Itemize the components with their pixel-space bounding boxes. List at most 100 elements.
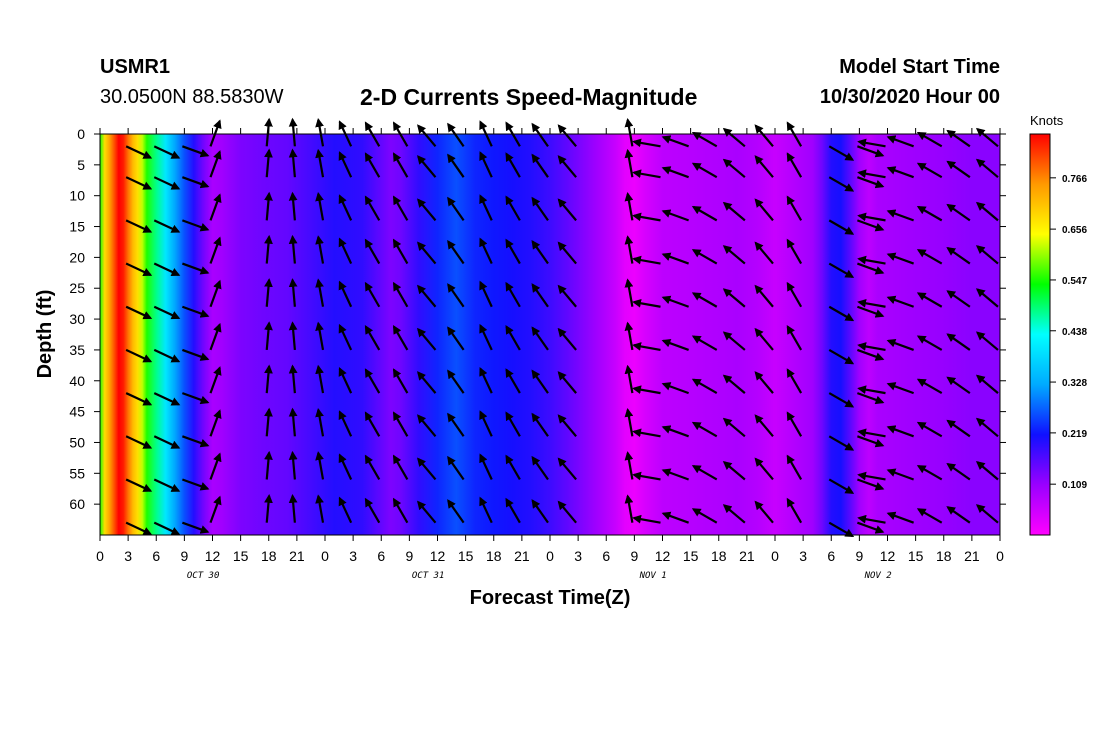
current-vector-26-4	[886, 295, 915, 308]
x-tick-label-11: 9	[405, 548, 413, 564]
x-day-label-0: OCT 30	[187, 571, 220, 581]
current-vector-18-2	[661, 209, 690, 222]
current-vector-9-7	[392, 411, 409, 437]
y-axis-title: Depth (ft)	[34, 290, 56, 379]
y-tick-label-5: 25	[69, 280, 85, 296]
current-vector-8-9	[364, 497, 381, 524]
x-day-label-3: NOV 2	[864, 571, 892, 581]
station-id: USMR1	[100, 56, 171, 78]
current-vector-13-0	[505, 121, 521, 147]
current-vector-20-8	[722, 460, 746, 481]
current-vector-25-3	[857, 255, 886, 265]
speed-heatmap	[100, 134, 1000, 535]
current-vector-0-6	[125, 392, 153, 406]
current-vector-15-7	[557, 414, 577, 437]
current-vector-25-2	[857, 212, 886, 222]
x-tick-label-12: 12	[430, 548, 446, 564]
current-vector-20-5	[722, 331, 746, 351]
current-vector-29-3	[975, 245, 999, 265]
current-vector-23-9	[828, 521, 855, 538]
current-vector-21-4	[754, 284, 774, 308]
current-vector-11-2	[447, 196, 465, 222]
current-vector-11-3	[447, 239, 465, 265]
current-vector-16-9	[624, 494, 634, 523]
current-vector-9-8	[392, 454, 409, 481]
current-vector-8-6	[364, 368, 381, 394]
current-vector-27-1	[916, 162, 943, 179]
current-vector-19-3	[691, 249, 718, 265]
current-vector-25-1	[857, 169, 886, 179]
current-vector-17-9	[632, 514, 661, 524]
x-tick-label-25: 3	[799, 548, 807, 564]
current-vector-9-9	[392, 497, 409, 524]
x-tick-label-18: 6	[602, 548, 610, 564]
x-tick-label-30: 18	[936, 548, 952, 564]
current-vector-6-7	[315, 407, 325, 437]
current-vector-26-8	[886, 468, 915, 481]
colorbar-tick-label-1: 0.219	[1062, 429, 1087, 440]
current-vector-14-9	[531, 499, 549, 524]
current-vector-18-9	[661, 511, 690, 524]
current-vector-5-3	[288, 234, 298, 264]
current-vector-22-6	[786, 368, 803, 394]
current-vector-20-0	[722, 127, 746, 148]
current-vector-19-1	[691, 162, 718, 179]
current-vector-20-7	[722, 417, 746, 438]
current-vector-2-5	[181, 348, 210, 361]
current-vector-23-1	[828, 176, 855, 192]
current-vector-27-6	[916, 378, 943, 395]
current-vector-1-8	[153, 478, 181, 492]
current-vectors	[125, 117, 999, 538]
current-vector-2-7	[181, 435, 210, 448]
current-vector-21-0	[754, 124, 774, 148]
current-vector-5-7	[288, 407, 298, 437]
current-vector-12-7	[479, 410, 493, 437]
current-vector-18-1	[661, 166, 690, 179]
current-vector-7-5	[338, 323, 353, 351]
current-vector-26-7	[886, 425, 915, 438]
current-vector-28-1	[946, 160, 971, 179]
current-vector-25-0	[857, 138, 886, 148]
current-vector-21-2	[754, 198, 774, 222]
current-vector-1-4	[153, 305, 181, 320]
colorbar-tick-label-5: 0.656	[1062, 225, 1087, 236]
current-vector-24-2	[856, 219, 885, 232]
current-vector-11-0	[447, 122, 465, 147]
current-vector-16-7	[624, 407, 634, 437]
current-vector-11-4	[447, 283, 465, 308]
current-vector-26-3	[886, 252, 915, 265]
current-vector-19-5	[691, 335, 718, 351]
x-tick-label-16: 0	[546, 548, 554, 564]
current-vector-14-4	[531, 283, 549, 308]
x-tick-label-24: 0	[771, 548, 779, 564]
current-vector-12-4	[479, 280, 493, 308]
current-vector-0-7	[125, 435, 153, 449]
current-vector-22-1	[786, 152, 803, 178]
current-vector-17-7	[632, 428, 661, 438]
current-vector-10-8	[417, 457, 437, 481]
current-vector-10-1	[417, 155, 437, 178]
current-vector-27-5	[916, 335, 943, 351]
current-vector-17-5	[632, 342, 661, 352]
current-vector-2-6	[181, 392, 210, 405]
current-vector-12-9	[479, 496, 493, 524]
current-vector-6-1	[315, 148, 325, 178]
current-vector-18-3	[661, 252, 690, 265]
current-vector-8-0	[364, 121, 381, 147]
current-vector-2-4	[181, 305, 210, 318]
current-vector-21-5	[754, 327, 774, 351]
x-tick-label-8: 0	[321, 548, 329, 564]
current-vector-20-1	[722, 158, 746, 179]
current-vector-3-6	[209, 366, 222, 394]
current-vector-29-1	[975, 158, 999, 179]
current-vector-6-0	[315, 118, 325, 147]
current-vector-3-8	[209, 452, 222, 480]
colorbar	[1029, 133, 1051, 536]
colorbar-tick-label-0: 0.109	[1062, 480, 1087, 491]
current-vector-22-8	[786, 454, 803, 481]
current-vector-27-2	[916, 205, 943, 222]
current-vector-1-6	[153, 392, 181, 406]
current-vector-16-4	[624, 278, 634, 307]
current-vector-8-3	[364, 238, 381, 265]
y-tick-label-4: 20	[69, 249, 85, 265]
